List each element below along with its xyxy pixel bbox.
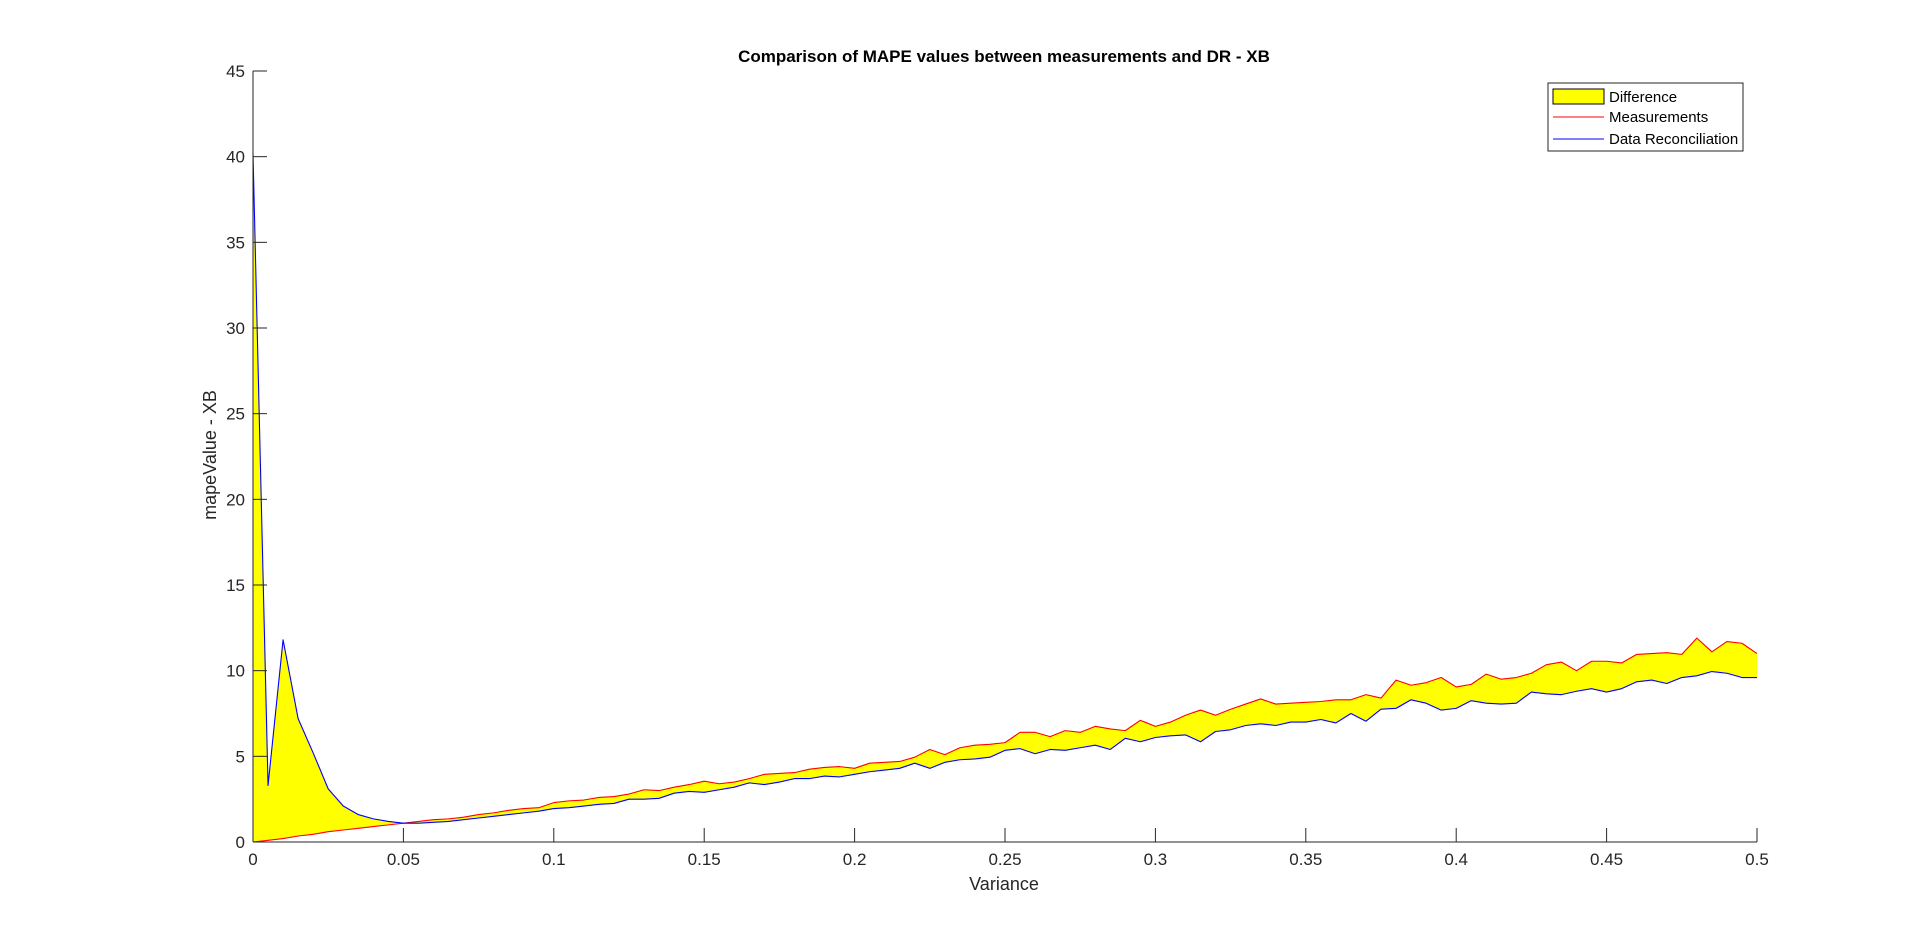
difference-area: [253, 153, 1757, 843]
x-tick-label: 0.3: [1144, 850, 1168, 869]
x-tick-label: 0.1: [542, 850, 566, 869]
legend-swatch-difference: [1552, 88, 1605, 105]
y-tick-label: 40: [226, 148, 245, 167]
axes: [252, 70, 1758, 843]
x-axis-label: Variance: [969, 874, 1039, 894]
chart-title: Comparison of MAPE values between measur…: [738, 47, 1270, 66]
y-tick-label: 45: [226, 62, 245, 81]
y-tick-label: 25: [226, 405, 245, 424]
x-tick-label: 0.2: [843, 850, 867, 869]
data-reconciliation-line: [252, 153, 1757, 824]
y-tick-label: 20: [226, 490, 245, 509]
y-tick-label: 0: [236, 833, 245, 852]
measurements-line: [252, 637, 1758, 843]
x-tick-label: 0.25: [988, 850, 1021, 869]
y-axis-label: mapeValue - XB: [200, 390, 220, 520]
x-tick-label: 0.35: [1289, 850, 1322, 869]
legend-label-difference: Difference: [1609, 89, 1677, 106]
legend-label-measurements: Measurements: [1609, 109, 1708, 126]
y-tick-label: 30: [226, 319, 245, 338]
y-tick-label: 15: [226, 576, 245, 595]
x-tick-label: 0.15: [688, 850, 721, 869]
x-tick-label: 0.45: [1590, 850, 1623, 869]
x-tick-label: 0.4: [1444, 850, 1468, 869]
x-tick-label: 0.05: [387, 850, 420, 869]
y-tick-label: 5: [236, 747, 245, 766]
x-tick-label: 0.5: [1745, 850, 1769, 869]
legend-label-data-reconciliation: Data Reconciliation: [1609, 131, 1738, 148]
y-tick-label: 35: [226, 233, 245, 252]
y-tick-label: 10: [226, 662, 245, 681]
plot-area: [252, 153, 1758, 843]
x-tick-label: 0: [248, 850, 257, 869]
legend: Difference Measurements Data Reconciliat…: [1547, 82, 1744, 152]
tick-labels: 0 0.05 0.1 0.15 0.2 0.25 0.3 0.35 0.4 0.45 0.5 0 5 10…: [226, 62, 1769, 869]
